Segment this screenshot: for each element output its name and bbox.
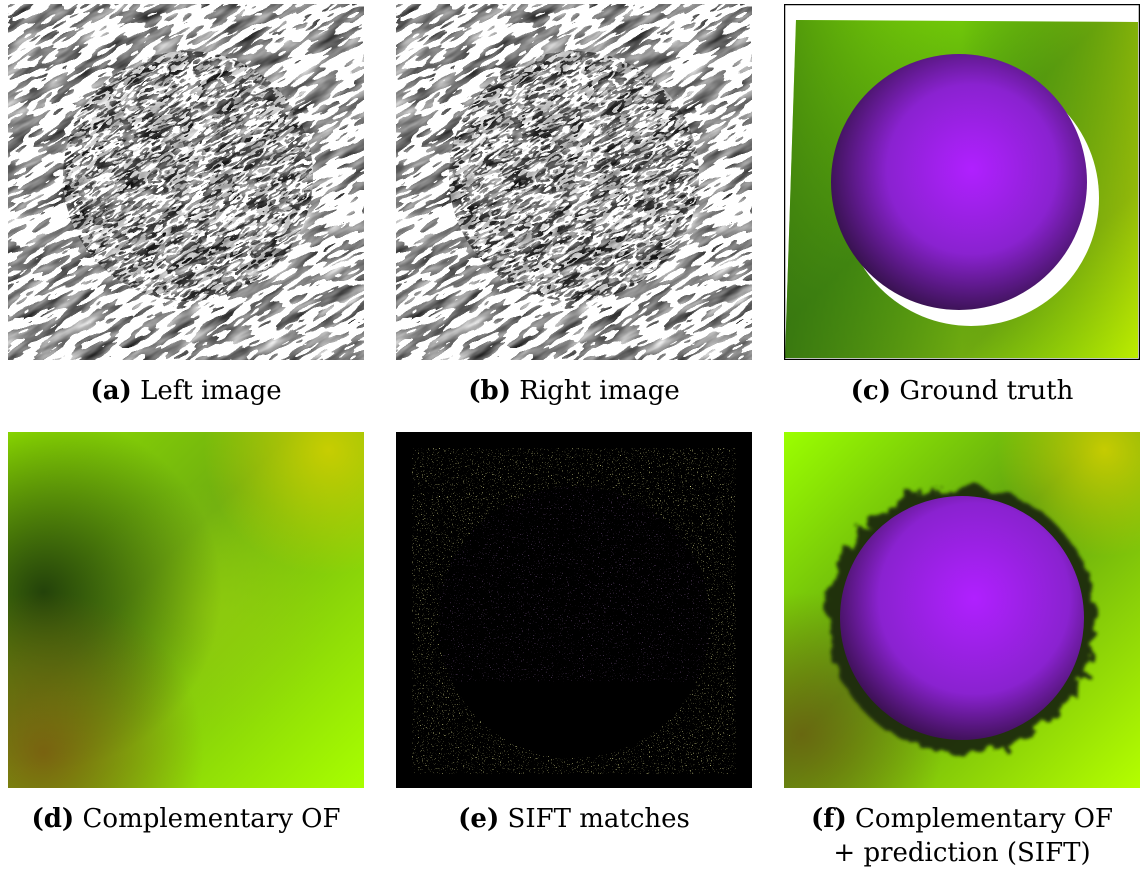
caption-a: (a) Left image	[8, 374, 364, 408]
complementary-of-prediction-image	[784, 432, 1140, 788]
sift-matches-image	[396, 432, 752, 788]
caption-e: (e) SIFT matches	[396, 802, 752, 836]
caption-c: (c) Ground truth	[784, 374, 1140, 408]
right-image	[396, 4, 752, 360]
caption-text: Right image	[519, 376, 680, 406]
ground-truth-image	[784, 4, 1140, 360]
caption-tag: (d)	[31, 804, 75, 834]
caption-tag: (b)	[468, 376, 512, 406]
caption-f: (f) Complementary OF + prediction (SIFT)	[784, 802, 1140, 870]
caption-tag: (c)	[850, 376, 892, 406]
caption-text: Left image	[140, 376, 282, 406]
caption-text: Complementary OF	[82, 804, 341, 834]
caption-tag: (f)	[810, 804, 847, 834]
complementary-of-image	[8, 432, 364, 788]
caption-text-line2: + prediction (SIFT)	[833, 838, 1091, 868]
caption-tag: (a)	[90, 376, 132, 406]
left-image	[8, 4, 364, 360]
caption-text: SIFT matches	[507, 804, 690, 834]
caption-tag: (e)	[458, 804, 500, 834]
caption-text: Ground truth	[899, 376, 1074, 406]
caption-text: Complementary OF	[855, 804, 1114, 834]
caption-d: (d) Complementary OF	[8, 802, 364, 836]
caption-b: (b) Right image	[396, 374, 752, 408]
